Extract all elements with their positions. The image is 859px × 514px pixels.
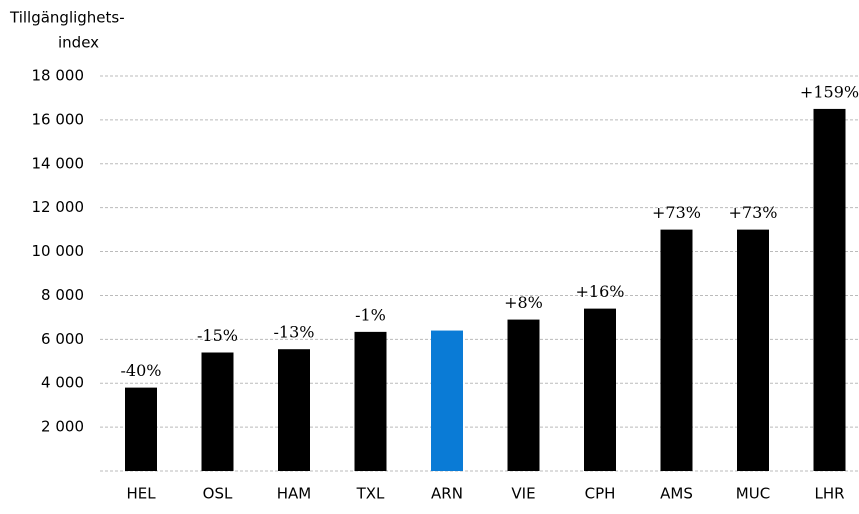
annotation: -13% [274,323,315,342]
bar [737,229,769,471]
annotation: +16% [576,282,625,301]
x-tick-label: OSL [203,485,233,503]
y-tick-label: 16 000 [32,110,85,128]
bar [201,352,234,471]
annotation: -40% [121,361,162,380]
x-tick-label: AMS [660,485,693,503]
y-tick-label: 2 000 [41,418,84,436]
x-tick-label: CPH [585,485,616,503]
y-tick-label: 12 000 [32,198,85,216]
annotation: -15% [197,326,238,345]
bar [813,108,846,472]
y-tick-label: 6 000 [41,330,84,348]
x-tick-label: TXL [356,485,385,503]
bar [660,229,693,471]
x-tick-label: HEL [126,485,156,503]
annotation: +8% [504,293,543,312]
bar [584,308,616,471]
x-tick-label: HAM [277,485,311,503]
annotation: +73% [729,203,778,222]
bar [278,349,310,471]
bar [125,387,157,471]
y-axis-label: index [58,34,99,52]
annotation: +73% [652,203,701,222]
y-tick-label: 10 000 [32,242,85,260]
y-tick-label: 18 000 [32,67,85,85]
annotation: +159% [800,82,859,101]
bar [507,319,540,471]
x-tick-label: LHR [814,485,844,503]
y-tick-label: 4 000 [41,374,84,392]
y-tick-label: 14 000 [32,154,85,172]
x-tick-label: VIE [511,485,535,503]
x-tick-label: ARN [431,485,463,503]
x-tick-label: MUC [736,485,770,503]
annotation: -1% [355,305,386,324]
bar [354,331,387,471]
y-axis-label: Tillgänglighets- [9,9,125,27]
y-tick-label: 8 000 [41,286,84,304]
bar [431,330,463,471]
